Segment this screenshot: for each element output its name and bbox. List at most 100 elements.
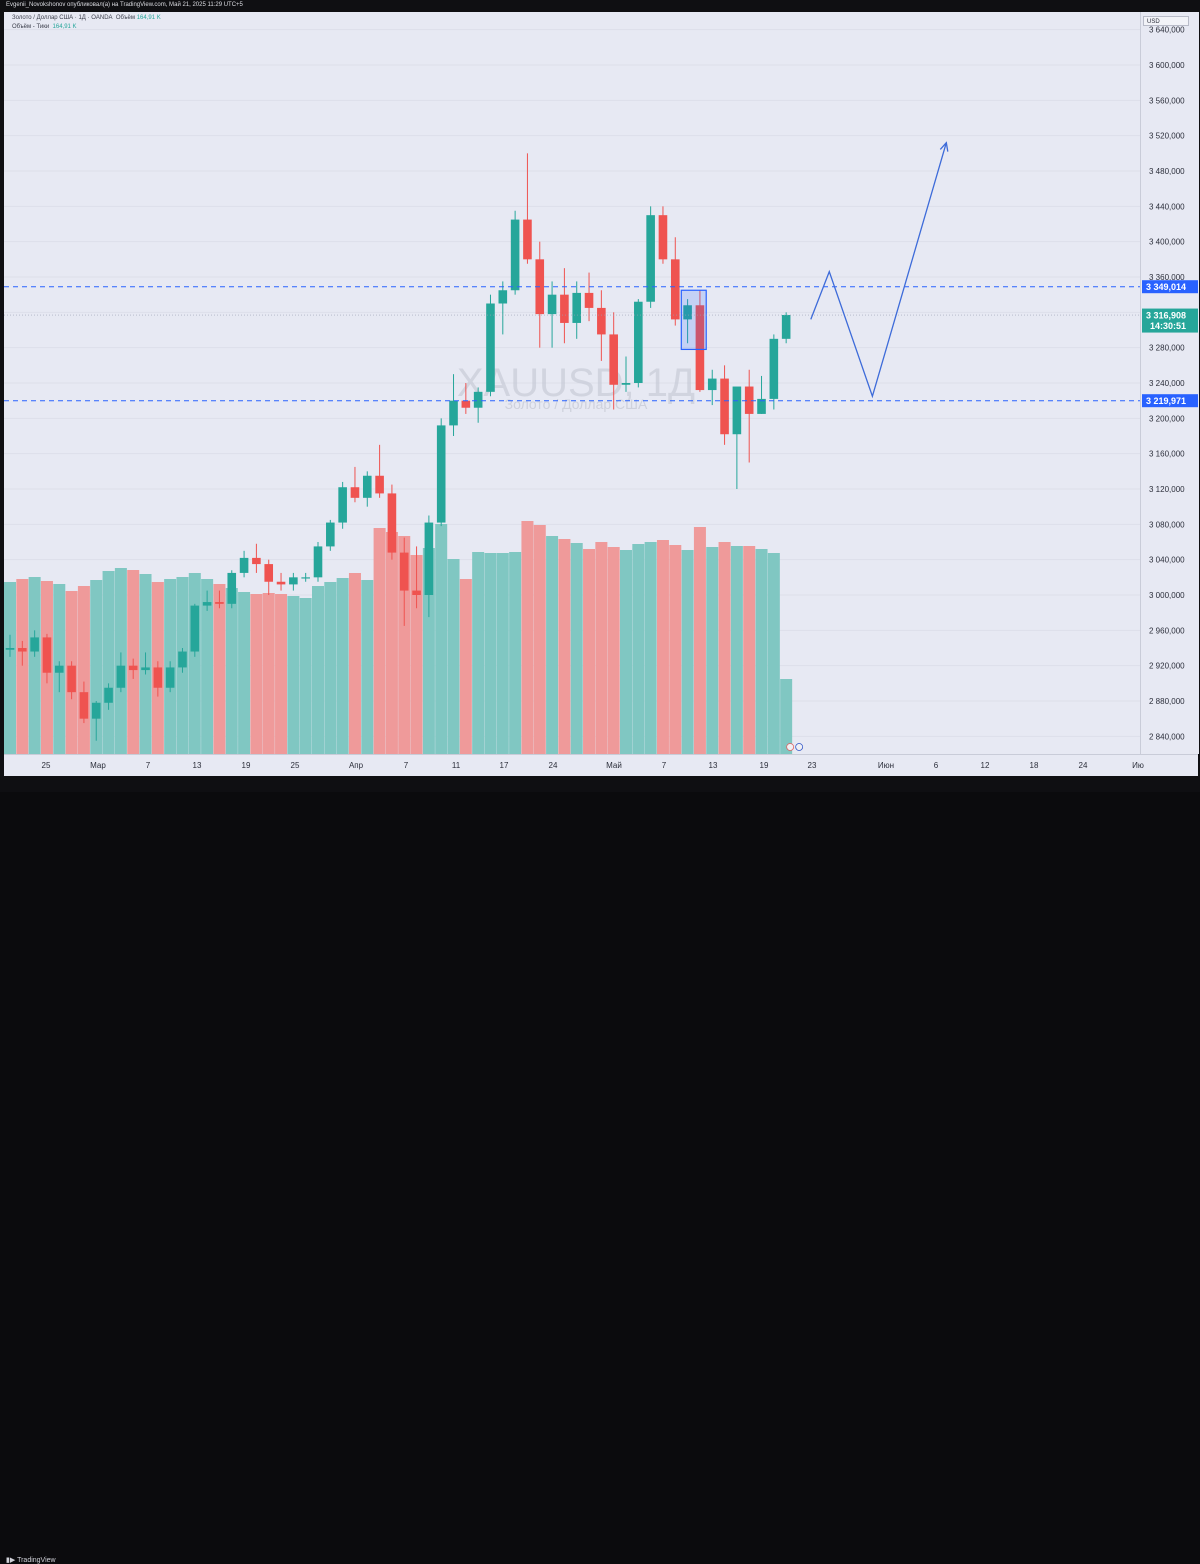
candle-body <box>781 314 791 339</box>
candle-body <box>720 378 729 435</box>
legend-volume-label: Объём <box>115 15 136 21</box>
price-tick-label: 3 080,000 <box>1149 520 1185 529</box>
time-axis[interactable]: 25 Мар 7 13 19 25 Апр 7 11 17 24 Май 7 13 19 23 Июн 6 12 18… <box>4 754 1198 777</box>
volume-bar <box>780 679 793 754</box>
publish-header: Evgenii_Novokshonov опубликовал(а) на Tr… <box>6 2 243 8</box>
tradingview-brand: TradingView <box>17 1557 56 1564</box>
candle-body <box>264 564 274 582</box>
candle-body <box>498 290 508 304</box>
volume-bar <box>595 542 608 754</box>
watermark-name: Золото / Доллар США <box>505 396 648 412</box>
time-tick-label: 6 <box>934 761 939 770</box>
time-axis-labels: 25 Мар 7 13 19 25 Апр 7 11 17 24 Май 7 13 19 23 Июн 6 12 18… <box>42 761 1144 770</box>
candle-body <box>523 219 532 260</box>
candle-body <box>695 305 705 391</box>
volume-bar <box>361 580 374 754</box>
volume-bar <box>16 579 29 754</box>
level-badge-text: 3 219,971 <box>1146 396 1186 406</box>
candle-body <box>227 572 237 604</box>
candle-body <box>670 259 680 320</box>
time-tick-label: 19 <box>242 761 251 770</box>
candle-body <box>141 667 150 671</box>
candle-body <box>510 219 520 291</box>
event-flag-icon <box>786 743 795 751</box>
time-tick-label: 25 <box>42 761 51 770</box>
candle-body <box>165 667 175 688</box>
legend-volume-value: 164,91 K <box>136 15 161 21</box>
price-tick-label: 3 600,000 <box>1149 61 1185 70</box>
last-price-badge <box>1142 308 1198 333</box>
time-tick-label: 25 <box>291 761 300 770</box>
volume-bar <box>4 582 16 754</box>
time-tick-label: 19 <box>760 761 769 770</box>
volume-bar <box>447 559 460 754</box>
volume-bar <box>521 521 534 754</box>
candle-body <box>5 648 15 650</box>
volume-bar <box>410 555 423 754</box>
time-tick-label: 11 <box>452 761 461 770</box>
level-badge-text: 3 349,014 <box>1146 282 1186 292</box>
candle-body <box>412 590 421 595</box>
candle-body <box>91 702 101 719</box>
candle-body <box>79 692 89 719</box>
volume-bar <box>459 579 472 754</box>
volume-bar <box>385 532 398 754</box>
volume-bar <box>681 550 694 754</box>
usa-flag-icon <box>795 743 804 751</box>
volume-bar <box>496 553 509 754</box>
candle-body <box>449 400 458 426</box>
volume-bar <box>570 543 583 754</box>
price-tick-label: 3 560,000 <box>1149 96 1185 105</box>
price-tick-label: 3 200,000 <box>1149 414 1185 423</box>
time-tick-label: 12 <box>981 761 990 770</box>
candle-body <box>30 637 39 652</box>
volume-bar <box>188 573 201 754</box>
candle-body <box>584 292 594 308</box>
volume-bar <box>693 527 706 754</box>
candle-body <box>202 602 212 606</box>
candle-body <box>732 386 742 435</box>
volume-bar <box>472 552 485 754</box>
volume-bar <box>546 536 559 754</box>
time-tick-label: 13 <box>193 761 202 770</box>
price-tick-label: 2 960,000 <box>1149 626 1185 635</box>
candle-body <box>461 400 471 408</box>
price-tick-label: 3 480,000 <box>1149 167 1185 176</box>
last-price-badge-text: 3 316,908 <box>1146 311 1186 321</box>
candle-body <box>473 391 483 408</box>
candle-body <box>313 546 323 578</box>
currency-label[interactable]: USD <box>1143 16 1189 26</box>
price-tick-label: 3 240,000 <box>1149 379 1185 388</box>
candle-body <box>350 487 360 498</box>
volume-bar <box>336 578 349 754</box>
price-axis[interactable]: 3 640,000 3 600,000 3 560,000 3 520,000 3 48… <box>1140 12 1199 754</box>
price-tick-label: 3 520,000 <box>1149 132 1185 141</box>
price-tick-label: 3 280,000 <box>1149 344 1185 353</box>
candle-body <box>609 334 618 385</box>
candle-body <box>239 557 249 573</box>
time-tick-label: Апр <box>349 761 364 770</box>
volume-bar <box>275 594 288 754</box>
volume-bar <box>755 549 768 754</box>
candle-body <box>634 301 643 383</box>
candle-body <box>116 665 126 688</box>
volume-bar <box>583 549 596 754</box>
volume-bar <box>533 525 546 754</box>
watermark-symbol: XAUUSD, 1Д <box>457 361 695 405</box>
projection-path <box>810 142 947 399</box>
time-tick-label: 13 <box>709 761 718 770</box>
candle-body <box>387 493 397 553</box>
candle-body <box>547 294 557 315</box>
candle-body <box>757 398 766 414</box>
candle-body <box>67 665 76 693</box>
price-tick-label: 3 360,000 <box>1149 273 1185 282</box>
volume-bar <box>718 542 731 754</box>
volume-bar <box>706 547 719 754</box>
candle-body <box>289 577 298 585</box>
time-tick-label: Май <box>606 761 622 770</box>
volume-bar <box>250 594 263 754</box>
candle-body <box>597 307 606 335</box>
chart-area[interactable]: XAUUSD, 1Д Золото / Доллар США Золото / Д… <box>4 12 1140 754</box>
volume-bar <box>373 528 386 754</box>
